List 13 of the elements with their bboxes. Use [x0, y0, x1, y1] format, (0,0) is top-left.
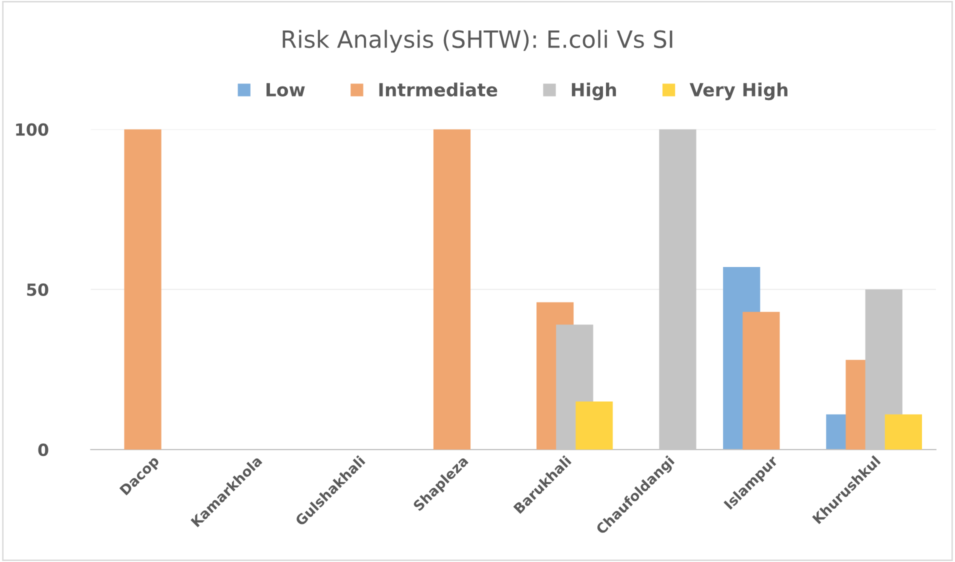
bar [576, 402, 613, 450]
legend-label: Low [266, 83, 305, 97]
y-tick-label: 0 [38, 444, 48, 456]
bar [884, 414, 922, 450]
y-tick-label: 100 [16, 123, 48, 136]
legend-label: High [572, 82, 616, 100]
legend-label: Intrmediate [379, 82, 498, 97]
chart-title: Risk Analysis (SHTW): E.coli Vs SI [282, 30, 672, 53]
legend-label: Very High [690, 82, 788, 100]
y-tick-label: 50 [27, 283, 48, 296]
bar [742, 312, 780, 450]
bar [124, 129, 162, 450]
bar [433, 129, 471, 450]
